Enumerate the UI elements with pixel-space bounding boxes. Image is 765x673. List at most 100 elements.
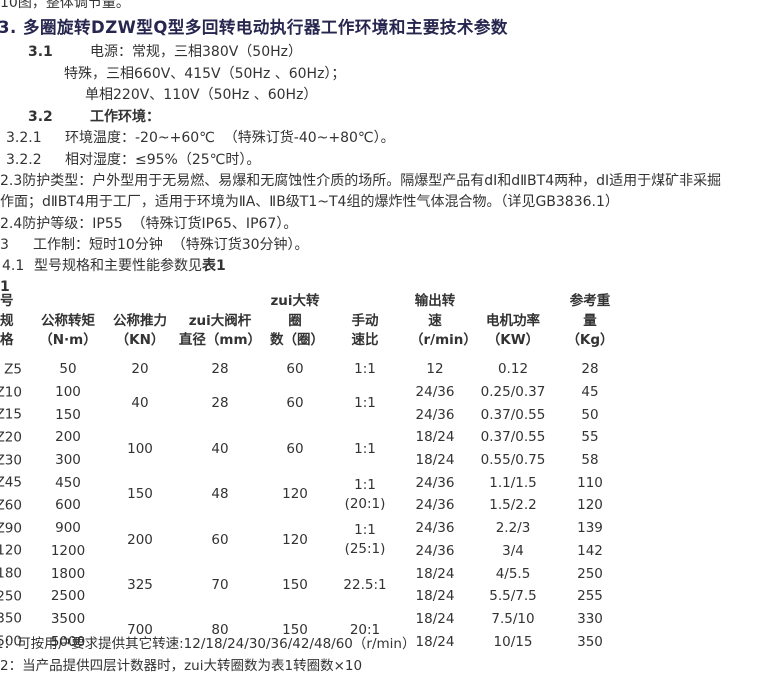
cell-speed: 24/36: [415, 520, 455, 537]
section-number: 3.2.2: [6, 151, 42, 168]
col-header-torque: 公称转矩 （N·m）: [39, 312, 97, 349]
cell-speed: 12: [426, 361, 444, 378]
line-text: 型号规格和主要性能参数见表1: [34, 256, 226, 276]
cell-turns: 150: [282, 622, 308, 639]
table-row: Z45 450 150 48 120 1:1 (20:1) 24/36 1.1/1…: [0, 472, 614, 512]
cell-thrust: 20: [131, 361, 149, 378]
cell-thrust: 200: [127, 531, 153, 548]
cell-model: Z20: [0, 429, 22, 446]
cell-power: 3/4: [502, 542, 524, 559]
col-header-thrust: 公称推力 （KN）: [113, 312, 167, 349]
line-power-source: 3.1 电源：常规，三相380V（50Hz）: [0, 42, 765, 62]
cell-stem: 28: [211, 395, 229, 412]
cell-speed: 18/24: [415, 452, 455, 469]
cell-weight: 250: [577, 565, 603, 582]
cell-thrust: 100: [127, 440, 153, 457]
table-row: Z250 2500 18/24 5.5/7.5 255: [0, 585, 614, 608]
cell-stem: 80: [211, 622, 229, 639]
cell-speed: 18/24: [415, 429, 455, 446]
table-ref-bold: 表1: [202, 258, 226, 274]
col-header-output-speed: 输出转速 （r/min）: [410, 293, 477, 348]
cell-power: 7.5/10: [491, 610, 535, 627]
cell-torque: 3500: [50, 610, 86, 627]
cell-ratio: 1:1: [354, 395, 376, 412]
note-2: 2：当产品提供四层计数器时，zui大转圈数为表1转圈数×10: [0, 657, 363, 673]
cell-torque: 600: [55, 497, 81, 514]
table-row: Z30 300 18/24 0.55/0.75 58: [0, 449, 614, 472]
cell-torque: 450: [55, 474, 81, 491]
cell-torque: 1800: [50, 565, 86, 582]
cell-weight: 28: [581, 361, 599, 378]
cell-model: Z350: [0, 610, 22, 627]
cell-model: Z45: [0, 474, 22, 491]
cell-model: Z60: [0, 497, 22, 514]
cell-power: 2.2/3: [495, 520, 531, 537]
cell-thrust: 150: [127, 486, 153, 503]
cell-power: 1.5/2.2: [489, 497, 537, 514]
cell-thrust: 700: [127, 622, 153, 639]
cell-model: Z10: [0, 384, 22, 401]
cell-model: Z15: [0, 406, 22, 423]
header-row: 号规格 公称转矩 （N·m） 公称推力 （KN） zui大阀杆 直径（mm） zui大…: [0, 292, 614, 359]
section-number: 3.2.1: [6, 130, 42, 146]
table-row: Z350 3500 700 80 150 20:1 18/24 7.5/10 3…: [0, 608, 614, 638]
line-protection-type-1: 2.3防护类型：户外型用于无易燃、易爆和无腐蚀性介质的场所。隔爆型产品有dⅠ和d…: [0, 171, 765, 191]
cell-ratio: 1:1: [354, 440, 376, 457]
section-number: 3.2: [28, 108, 53, 125]
cell-power: 0.55/0.75: [480, 452, 546, 469]
cell-power: 1.1/1.5: [489, 474, 537, 491]
cell-speed: 24/36: [415, 406, 455, 423]
cell-model: Z500: [0, 633, 22, 650]
cell-weight: 45: [581, 384, 599, 401]
section-heading: 3. 多圈旋转DZW型Q型多回转电动执行器工作环境和主要技术参数: [0, 18, 508, 37]
cell-ratio: 1:1 (25:1): [344, 522, 386, 557]
cell-weight: 142: [577, 542, 603, 559]
table-row: Z15 150 24/36 0.37/0.55 50: [0, 404, 614, 427]
table-caption-fragment: 1: [0, 277, 765, 297]
line-protection-grade: 2.4防护等级：IP55 （特殊订货IP65、IP67）。: [0, 214, 765, 234]
cell-speed: 24/36: [415, 384, 455, 401]
col-header-manual-ratio: 手动 速比: [351, 312, 379, 349]
line-text: 工作制：短时10分钟 （特殊订货30分钟）。: [33, 237, 309, 253]
cell-thrust: 325: [127, 576, 153, 593]
cell-turns: 120: [282, 531, 308, 548]
cell-power: 0.37/0.55: [480, 429, 546, 446]
cell-model: Z5: [4, 361, 22, 378]
table-row: Z180 1800 325 70 150 22.5:1 18/24 4/5.5 …: [0, 563, 614, 593]
col-header-ref-weight: 参考重量 （Kg）: [566, 293, 614, 348]
cell-weight: 55: [581, 429, 599, 446]
cell-stem: 48: [211, 486, 229, 503]
cell-power: 10/15: [493, 633, 533, 650]
cell-ratio: 1:1: [354, 361, 376, 378]
cell-weight: 350: [577, 633, 603, 650]
cell-turns: 120: [282, 486, 308, 503]
table-row: Z120 1200 24/36 3/4 142: [0, 540, 614, 563]
cell-model: Z30: [0, 452, 22, 469]
cell-ratio: 20:1: [349, 622, 381, 639]
cell-stem: 60: [211, 531, 229, 548]
line-text: 特殊，三相660V、415V（50Hz 、60Hz）；: [64, 65, 346, 82]
cell-weight: 139: [577, 520, 603, 537]
cell-ratio: 22.5:1: [343, 576, 387, 593]
line-table-reference: 4.1 型号规格和主要性能参数见表1: [0, 256, 765, 276]
cell-model: Z250: [0, 588, 22, 605]
cell-turns: 60: [286, 361, 304, 378]
cell-power: 0.37/0.55: [480, 406, 546, 423]
cell-power: 0.25/0.37: [480, 384, 546, 401]
cell-speed: 24/36: [415, 542, 455, 559]
cell-speed: 18/24: [415, 588, 455, 605]
line-text: 2.3防护类型：户外型用于无易燃、易爆和无腐蚀性介质的场所。隔爆型产品有dⅠ和d…: [0, 172, 722, 189]
clipped-top-line: 10图，整体调节量。: [0, 0, 130, 11]
cell-torque: 150: [55, 406, 81, 423]
note-1: 1：可按用户要求提供其它转速:12/18/24/30/36/42/48/60（r…: [0, 636, 416, 652]
line-power-special: 特殊，三相660V、415V（50Hz 、60Hz）；: [0, 64, 765, 84]
section-number: 3.1: [28, 44, 53, 60]
cell-turns: 150: [282, 576, 308, 593]
line-text: 环境温度：-20~+60℃ （特殊订货-40~+80℃）。: [65, 130, 395, 146]
cell-speed: 24/36: [415, 497, 455, 514]
specs-table: 号规格 公称转矩 （N·m） 公称推力 （KN） zui大阀杆 直径（mm） zui大…: [0, 292, 614, 653]
cell-turns: 60: [286, 395, 304, 412]
cell-speed: 18/24: [415, 610, 455, 627]
cell-power: 4/5.5: [495, 565, 531, 582]
